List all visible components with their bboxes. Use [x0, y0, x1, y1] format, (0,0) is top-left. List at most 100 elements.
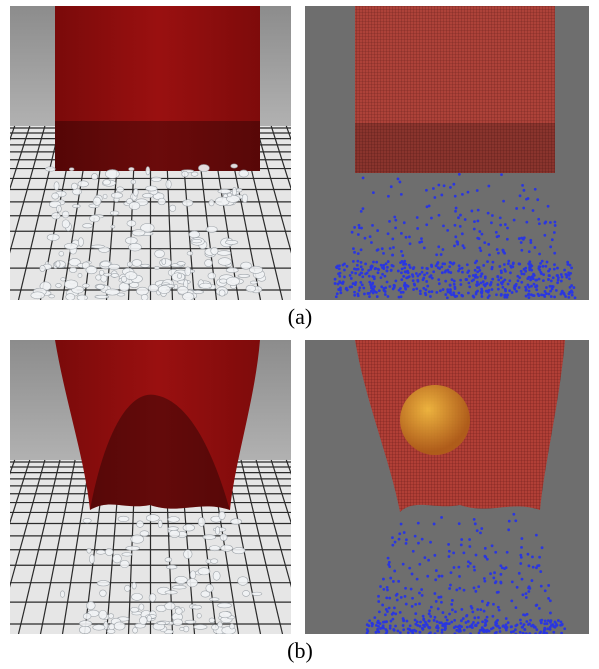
- particle: [516, 623, 519, 626]
- particle: [553, 296, 556, 299]
- liquid-drop: [206, 584, 213, 592]
- particle: [522, 238, 525, 241]
- particle: [458, 522, 461, 525]
- particle: [449, 584, 452, 587]
- particle: [358, 286, 361, 289]
- particle: [547, 270, 550, 273]
- particle: [386, 281, 389, 284]
- particle: [390, 269, 393, 272]
- particle: [483, 283, 486, 286]
- particle: [424, 293, 427, 296]
- particle: [457, 566, 460, 569]
- panel-label: (a): [288, 304, 312, 329]
- particle: [480, 527, 483, 530]
- particle: [528, 290, 531, 293]
- particle: [543, 234, 546, 237]
- particle: [388, 597, 391, 600]
- liquid-drop: [117, 293, 125, 296]
- particle: [484, 547, 487, 550]
- particle: [556, 267, 559, 270]
- liquid-drop: [226, 277, 239, 286]
- liquid-drop: [100, 590, 107, 597]
- particle: [363, 293, 366, 296]
- particle: [426, 285, 429, 288]
- particle: [525, 198, 528, 201]
- particle: [494, 551, 497, 554]
- liquid-drop: [220, 534, 227, 541]
- particle: [508, 520, 511, 523]
- liquid-drop: [169, 530, 179, 538]
- particle: [418, 592, 421, 595]
- particle: [544, 589, 547, 592]
- particle: [483, 577, 486, 580]
- particle: [528, 564, 531, 567]
- particle: [452, 291, 455, 294]
- particle: [435, 253, 438, 256]
- particle: [409, 266, 412, 269]
- particle: [377, 620, 380, 623]
- particle: [434, 632, 437, 635]
- liquid-drop: [56, 205, 61, 212]
- particle: [543, 630, 546, 633]
- particle: [552, 625, 555, 628]
- particle: [399, 287, 402, 290]
- particle: [452, 552, 455, 555]
- liquid-drop: [146, 166, 150, 174]
- particle: [438, 282, 441, 285]
- particle: [412, 550, 415, 553]
- particle: [419, 631, 422, 634]
- particle: [475, 623, 478, 626]
- particle: [430, 265, 433, 268]
- panel-label: (b): [287, 638, 313, 663]
- liquid-drop: [133, 189, 138, 197]
- particle: [421, 538, 424, 541]
- particle: [358, 289, 361, 292]
- particle: [553, 231, 556, 234]
- particle: [402, 619, 405, 622]
- liquid-drop: [238, 274, 250, 277]
- liquid-drop: [173, 619, 182, 626]
- liquid-drop: [241, 262, 252, 269]
- particle: [571, 294, 574, 297]
- particle: [393, 216, 396, 219]
- particle: [372, 191, 375, 194]
- particle: [440, 596, 443, 599]
- particle: [343, 269, 346, 272]
- particle: [497, 283, 500, 286]
- particle: [506, 551, 509, 554]
- liquid-drop: [131, 535, 144, 544]
- particle: [354, 281, 357, 284]
- liquid-drop: [226, 268, 238, 273]
- particle: [388, 285, 391, 288]
- particle: [537, 267, 540, 270]
- liquid-drop: [72, 205, 80, 208]
- liquid-drop: [252, 592, 262, 595]
- particle: [477, 616, 480, 619]
- particle: [384, 293, 387, 296]
- particle: [360, 261, 363, 264]
- liquid-drop: [78, 181, 89, 187]
- liquid-drop: [96, 550, 105, 554]
- particle: [542, 633, 545, 636]
- particle: [360, 248, 363, 251]
- particle: [399, 631, 402, 634]
- particle: [502, 200, 505, 203]
- liquid-drop: [209, 200, 214, 206]
- particle: [371, 275, 374, 278]
- particle: [424, 621, 427, 624]
- liquid-drop: [131, 607, 139, 612]
- particle: [513, 288, 516, 291]
- liquid-drop: [155, 250, 165, 258]
- particle: [570, 284, 573, 287]
- particle: [483, 610, 486, 613]
- particle: [401, 267, 404, 270]
- panel-a-particles: [305, 6, 589, 300]
- particle: [448, 613, 451, 616]
- particle: [503, 294, 506, 297]
- particle: [552, 285, 555, 288]
- particle: [463, 629, 466, 632]
- particle: [449, 186, 452, 189]
- particle: [511, 291, 514, 294]
- particle: [492, 627, 495, 630]
- particle: [495, 625, 498, 628]
